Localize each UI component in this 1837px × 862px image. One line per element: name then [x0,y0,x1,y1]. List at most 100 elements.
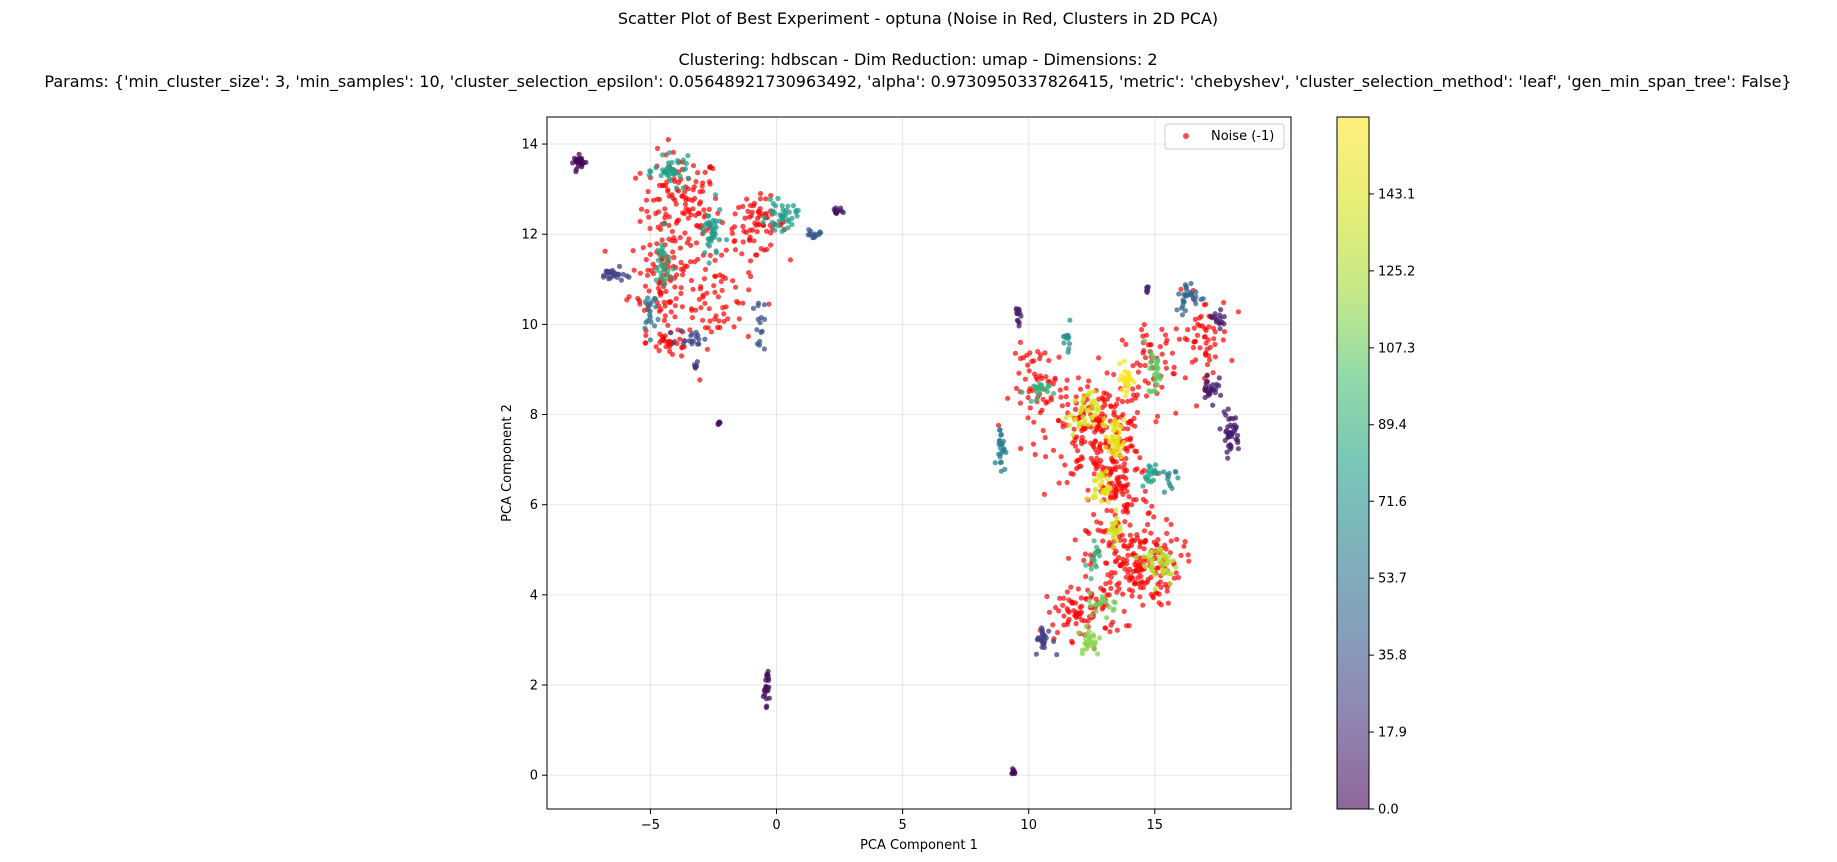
noise-point [722,275,729,281]
noise-point [1042,350,1048,356]
noise-point [1151,539,1157,545]
cluster-point [1099,594,1105,600]
noise-point [1123,623,1130,629]
cluster-point [669,159,675,166]
cluster-point [1036,392,1042,398]
colorbar-tick-label: 143.1 [1378,187,1415,202]
cluster-point [779,203,785,209]
x-axis-label: PCA Component 1 [860,838,978,853]
colorbar-tick-label: 0.0 [1378,803,1399,818]
cluster-point [1217,320,1223,326]
noise-point [702,325,709,331]
cluster-point [1066,341,1073,347]
noise-point [680,272,686,278]
cluster-point [1158,547,1164,553]
noise-point [1075,375,1081,381]
noise-point [637,301,643,307]
noise-point [1017,400,1024,406]
noise-point [716,318,722,324]
cluster-point [717,207,723,213]
cluster-point [795,207,801,214]
noise-point [1099,606,1105,612]
cluster-point [761,346,768,352]
noise-point [677,235,683,241]
noise-point [1061,595,1067,601]
legend: Noise (-1) [1164,123,1285,150]
noise-point [1069,638,1075,645]
cluster-point [1101,416,1107,422]
cluster-point [1227,415,1234,421]
noise-point [1082,551,1088,557]
noise-point [1043,454,1049,460]
colorbar-tick-label: 53.7 [1378,572,1407,587]
cluster-point [660,282,666,288]
cluster-point [624,273,630,279]
noise-point [730,278,736,284]
noise-point [1025,394,1031,401]
noise-point [1043,374,1049,380]
noise-point [745,333,751,339]
cluster-point [1156,372,1163,378]
cluster-point [692,364,699,370]
noise-point [1052,377,1058,383]
cluster-point [1155,365,1161,371]
noise-point [1145,342,1151,348]
cluster-point [1109,450,1115,456]
noise-point [659,237,665,243]
cluster-point [1083,623,1089,629]
noise-point [1017,355,1024,362]
noise-point [669,228,676,235]
noise-point [747,202,754,209]
cluster-point [658,172,664,179]
noise-point [1124,448,1130,454]
noise-point [702,266,709,272]
noise-point [1129,502,1135,508]
cluster-point [1087,638,1093,644]
noise-point [1125,398,1131,404]
noise-point [766,301,772,307]
cluster-point [997,460,1004,466]
cluster-point [1084,496,1090,502]
noise-point [693,240,700,246]
noise-point [1016,370,1022,376]
cluster-point [1112,599,1118,606]
cluster-point [1121,439,1127,446]
noise-point [1191,339,1197,345]
cluster-point [1121,358,1127,364]
cluster-point [1086,643,1092,649]
noise-point [1030,441,1036,447]
noise-point [687,259,694,265]
cluster-point [655,316,661,322]
cluster-point [604,272,610,279]
noise-point [1112,550,1118,557]
noise-point [1018,445,1024,452]
cluster-point [1110,544,1116,550]
cluster-point [1133,555,1139,561]
cluster-point [1091,538,1097,544]
cluster-point [1088,566,1094,572]
noise-point [740,300,746,306]
noise-point [1070,599,1076,605]
noise-point [1091,471,1097,477]
cluster-point [644,301,650,307]
noise-point [1055,417,1061,423]
noise-point [1137,544,1143,550]
noise-point [1065,555,1072,561]
noise-point [1138,327,1145,333]
cluster-point [680,185,686,191]
noise-point [1108,404,1114,410]
cluster-point [658,270,664,276]
noise-point [717,272,723,278]
noise-point [650,261,656,267]
noise-point [1094,425,1100,431]
noise-point [1140,496,1146,502]
cluster-point [1096,475,1102,481]
noise-point [1203,327,1209,333]
noise-point [1085,384,1091,390]
noise-point [663,288,669,295]
cluster-point [660,264,666,270]
noise-point [1024,352,1030,358]
noise-point [1136,580,1142,587]
noise-point [1037,373,1043,379]
